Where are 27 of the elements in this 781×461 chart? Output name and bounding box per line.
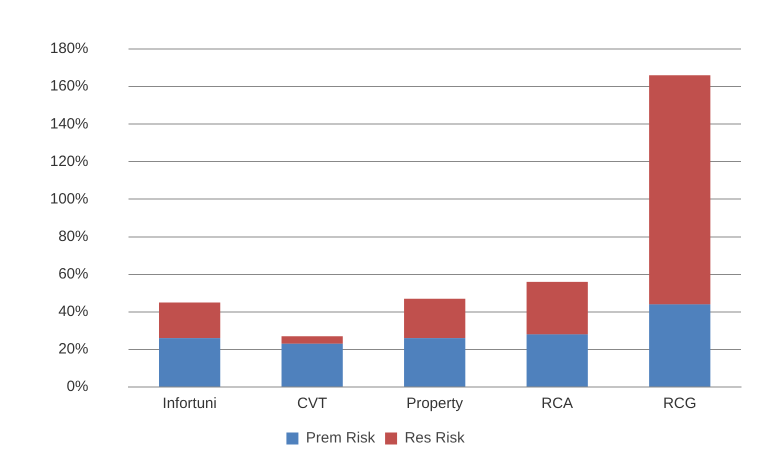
y-tick-label: 40% [58, 303, 88, 320]
bar [158, 338, 220, 386]
x-tick-label: CVT [297, 395, 328, 412]
y-tick-label: 20% [58, 340, 88, 358]
bar [526, 282, 588, 334]
bar [404, 298, 466, 338]
legend-label: Res Risk [404, 430, 466, 447]
bar [526, 334, 588, 386]
y-tick-label: 120% [50, 152, 88, 170]
x-tick-label: Property [406, 395, 464, 412]
x-tick-label: RCA [541, 395, 574, 412]
bar [282, 336, 343, 344]
y-tick-label: 0% [66, 378, 88, 396]
bar [404, 338, 466, 386]
legend-label: Prem Risk [306, 430, 376, 447]
x-tick-label: RCG [663, 395, 696, 412]
x-tick-label: Infortuni [162, 395, 217, 412]
y-tick-label: 60% [58, 265, 88, 282]
bar [158, 302, 220, 338]
y-tick-label: 80% [58, 228, 88, 245]
y-tick-label: 160% [50, 78, 88, 95]
bar [649, 75, 710, 304]
bar [649, 304, 710, 386]
y-tick-label: 140% [50, 115, 88, 132]
y-tick-label: 100% [50, 190, 88, 208]
bar [282, 344, 343, 386]
y-tick-label: 180% [50, 40, 88, 58]
